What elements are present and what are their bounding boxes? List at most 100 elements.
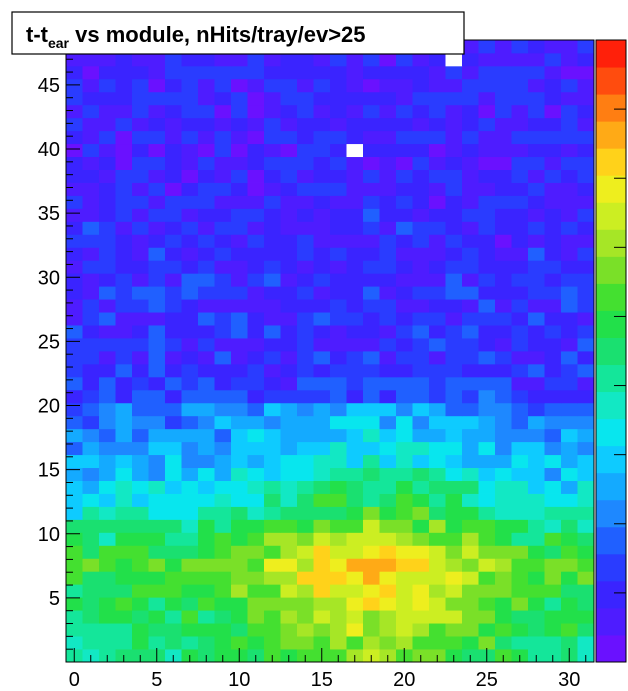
heatmap-cell: [445, 104, 463, 119]
heatmap-cell: [528, 351, 545, 365]
heatmap-cell: [396, 208, 413, 222]
heatmap-cell: [297, 610, 314, 624]
heatmap-cell: [297, 169, 314, 183]
heatmap-cell: [280, 597, 298, 611]
heatmap-cell: [363, 208, 380, 222]
heatmap-cell: [66, 286, 83, 300]
heatmap-cell: [231, 104, 248, 119]
heatmap-cell: [379, 195, 397, 209]
heatmap-cell: [561, 532, 578, 546]
heatmap-cell: [264, 415, 281, 430]
heatmap-cell: [214, 571, 232, 585]
heatmap-cell: [181, 78, 199, 93]
heatmap-cell: [561, 247, 578, 261]
heatmap-cell: [478, 480, 496, 494]
heatmap-cell: [148, 376, 166, 391]
heatmap-cell: [214, 182, 232, 196]
heatmap-cell: [511, 40, 529, 54]
heatmap-cell: [132, 480, 149, 494]
heatmap-cell: [495, 558, 512, 572]
heatmap-cell: [346, 454, 364, 469]
heatmap-cell: [264, 454, 281, 469]
heatmap-cell: [82, 428, 100, 443]
heatmap-cell: [495, 519, 512, 533]
heatmap-cell: [462, 104, 479, 119]
heatmap-cell: [379, 247, 397, 261]
heatmap-cell: [478, 532, 496, 546]
heatmap-cell: [577, 454, 595, 469]
heatmap-cell: [544, 584, 562, 598]
heatmap-cell: [577, 571, 595, 585]
heatmap-cell: [82, 363, 100, 378]
heatmap-cell: [198, 156, 215, 170]
heatmap-cell: [495, 52, 512, 67]
heatmap-cell: [214, 208, 232, 222]
heatmap-cell: [66, 454, 83, 469]
heatmap-cell: [198, 52, 215, 67]
heatmap-cell: [561, 415, 578, 430]
palette-swatch: [596, 121, 626, 149]
heatmap-cell: [99, 208, 116, 222]
heatmap-cell: [346, 597, 364, 611]
heatmap-cell: [247, 402, 265, 417]
heatmap-cell: [313, 247, 331, 261]
heatmap-cell: [313, 299, 331, 313]
heatmap-cell: [544, 558, 562, 572]
heatmap-cell: [181, 273, 199, 287]
heatmap-cell: [478, 558, 496, 572]
heatmap-cell: [264, 182, 281, 196]
heatmap-cell: [445, 52, 463, 67]
heatmap-cell: [181, 623, 199, 637]
heatmap-cell: [429, 338, 446, 352]
heatmap-cell: [478, 299, 496, 313]
heatmap-cell: [313, 156, 331, 170]
heatmap-cell: [544, 286, 562, 300]
heatmap-cell: [132, 312, 149, 326]
heatmap-cell: [214, 156, 232, 170]
heatmap-cell: [132, 182, 149, 196]
heatmap-cell: [429, 234, 446, 248]
heatmap-cell: [247, 610, 265, 624]
heatmap-cell: [445, 402, 463, 417]
heatmap-cell: [313, 182, 331, 196]
heatmap-cell: [297, 363, 314, 378]
heatmap-cell: [99, 104, 116, 119]
heatmap-cell: [544, 312, 562, 326]
heatmap-cell: [561, 234, 578, 248]
heatmap-cell: [577, 363, 595, 378]
heatmap-cell: [379, 441, 397, 456]
heatmap-cell: [148, 234, 166, 248]
heatmap-cell: [412, 117, 430, 132]
heatmap-cell: [280, 480, 298, 494]
heatmap-cell: [429, 571, 446, 585]
heatmap-cell: [495, 363, 512, 378]
y-tick-label: 25: [38, 331, 60, 353]
heatmap-cell: [363, 363, 380, 378]
heatmap-cell: [99, 480, 116, 494]
heatmap-cell: [181, 428, 199, 443]
heatmap-cell: [495, 506, 512, 520]
heatmap-cell: [231, 493, 248, 507]
heatmap-cell: [297, 338, 314, 352]
heatmap-cell: [297, 208, 314, 222]
heatmap-cell: [115, 467, 133, 481]
heatmap-cell: [528, 78, 545, 93]
heatmap-cell: [511, 156, 529, 170]
heatmap-cell: [115, 65, 133, 80]
heatmap-cell: [429, 467, 446, 481]
heatmap-cell: [198, 519, 215, 533]
heatmap-cell: [264, 441, 281, 456]
heatmap-cell: [429, 532, 446, 546]
heatmap-cell: [66, 610, 83, 624]
heatmap-cell: [445, 480, 463, 494]
heatmap-cell: [528, 117, 545, 132]
heatmap-cell: [561, 65, 578, 80]
heatmap-cell: [577, 623, 595, 637]
heatmap-cell: [412, 597, 430, 611]
heatmap-cell: [379, 325, 397, 339]
heatmap-cell: [264, 221, 281, 235]
heatmap-cell: [544, 610, 562, 624]
heatmap-cell: [231, 156, 248, 170]
heatmap-cell: [330, 415, 347, 430]
heatmap-cell: [379, 454, 397, 469]
